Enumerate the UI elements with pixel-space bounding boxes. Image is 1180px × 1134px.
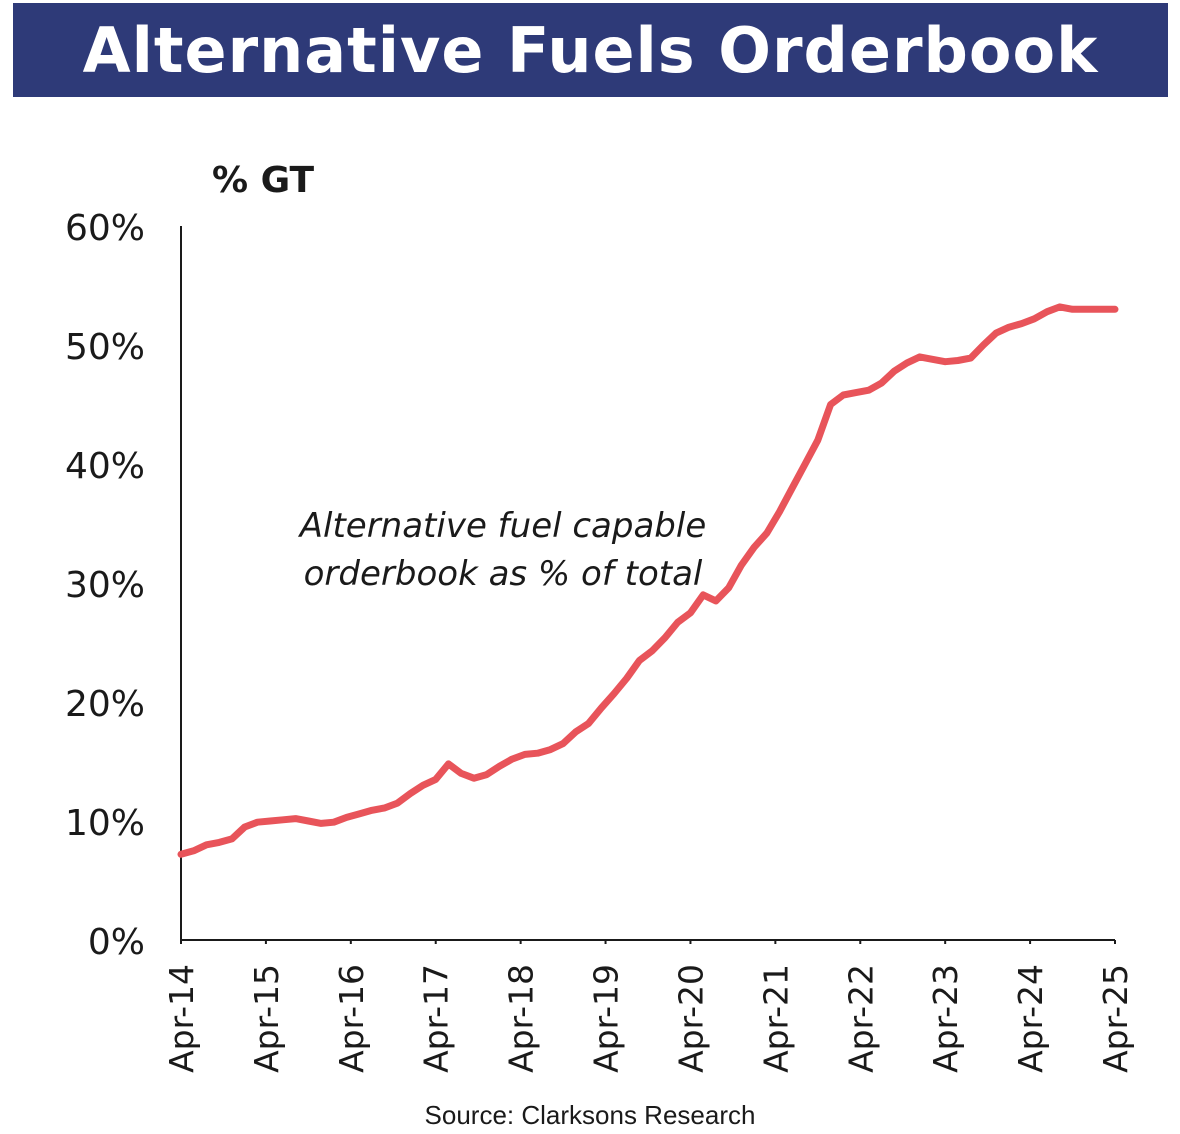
x-tick-label: Apr-25 <box>1096 964 1135 1073</box>
title-banner: Alternative Fuels Orderbook <box>13 3 1168 97</box>
source-note: Source: Clarksons Research <box>424 1100 756 1130</box>
y-tick-label: 60% <box>65 208 145 249</box>
x-tick-label: Apr-17 <box>417 964 456 1073</box>
y-tick-label: 0% <box>88 922 145 963</box>
y-tick-label: 40% <box>65 446 145 487</box>
chart-title: Alternative Fuels Orderbook <box>82 13 1099 87</box>
y-axis-label: % GT <box>212 160 315 201</box>
x-tick-label: Apr-24 <box>1011 964 1050 1073</box>
x-tick-label: Apr-22 <box>841 964 880 1073</box>
annotation-line-1: Alternative fuel capable <box>298 506 707 546</box>
x-tick-label: Apr-19 <box>587 964 626 1073</box>
x-tick-label: Apr-21 <box>756 964 795 1073</box>
y-tick-label: 50% <box>65 327 145 368</box>
x-tick-label: Apr-23 <box>926 964 965 1073</box>
x-tick-label: Apr-20 <box>671 964 710 1073</box>
y-tick-label: 30% <box>65 565 145 606</box>
annotation-line-2: orderbook as % of total <box>304 554 703 594</box>
x-tick-label: Apr-16 <box>332 964 371 1073</box>
series-line <box>177 303 1119 858</box>
y-tick-label: 10% <box>65 803 145 844</box>
x-tick-label: Apr-15 <box>247 964 286 1073</box>
y-tick-label: 20% <box>65 684 145 725</box>
x-tick-label: Apr-18 <box>502 964 541 1073</box>
x-tick-label: Apr-14 <box>162 964 201 1073</box>
